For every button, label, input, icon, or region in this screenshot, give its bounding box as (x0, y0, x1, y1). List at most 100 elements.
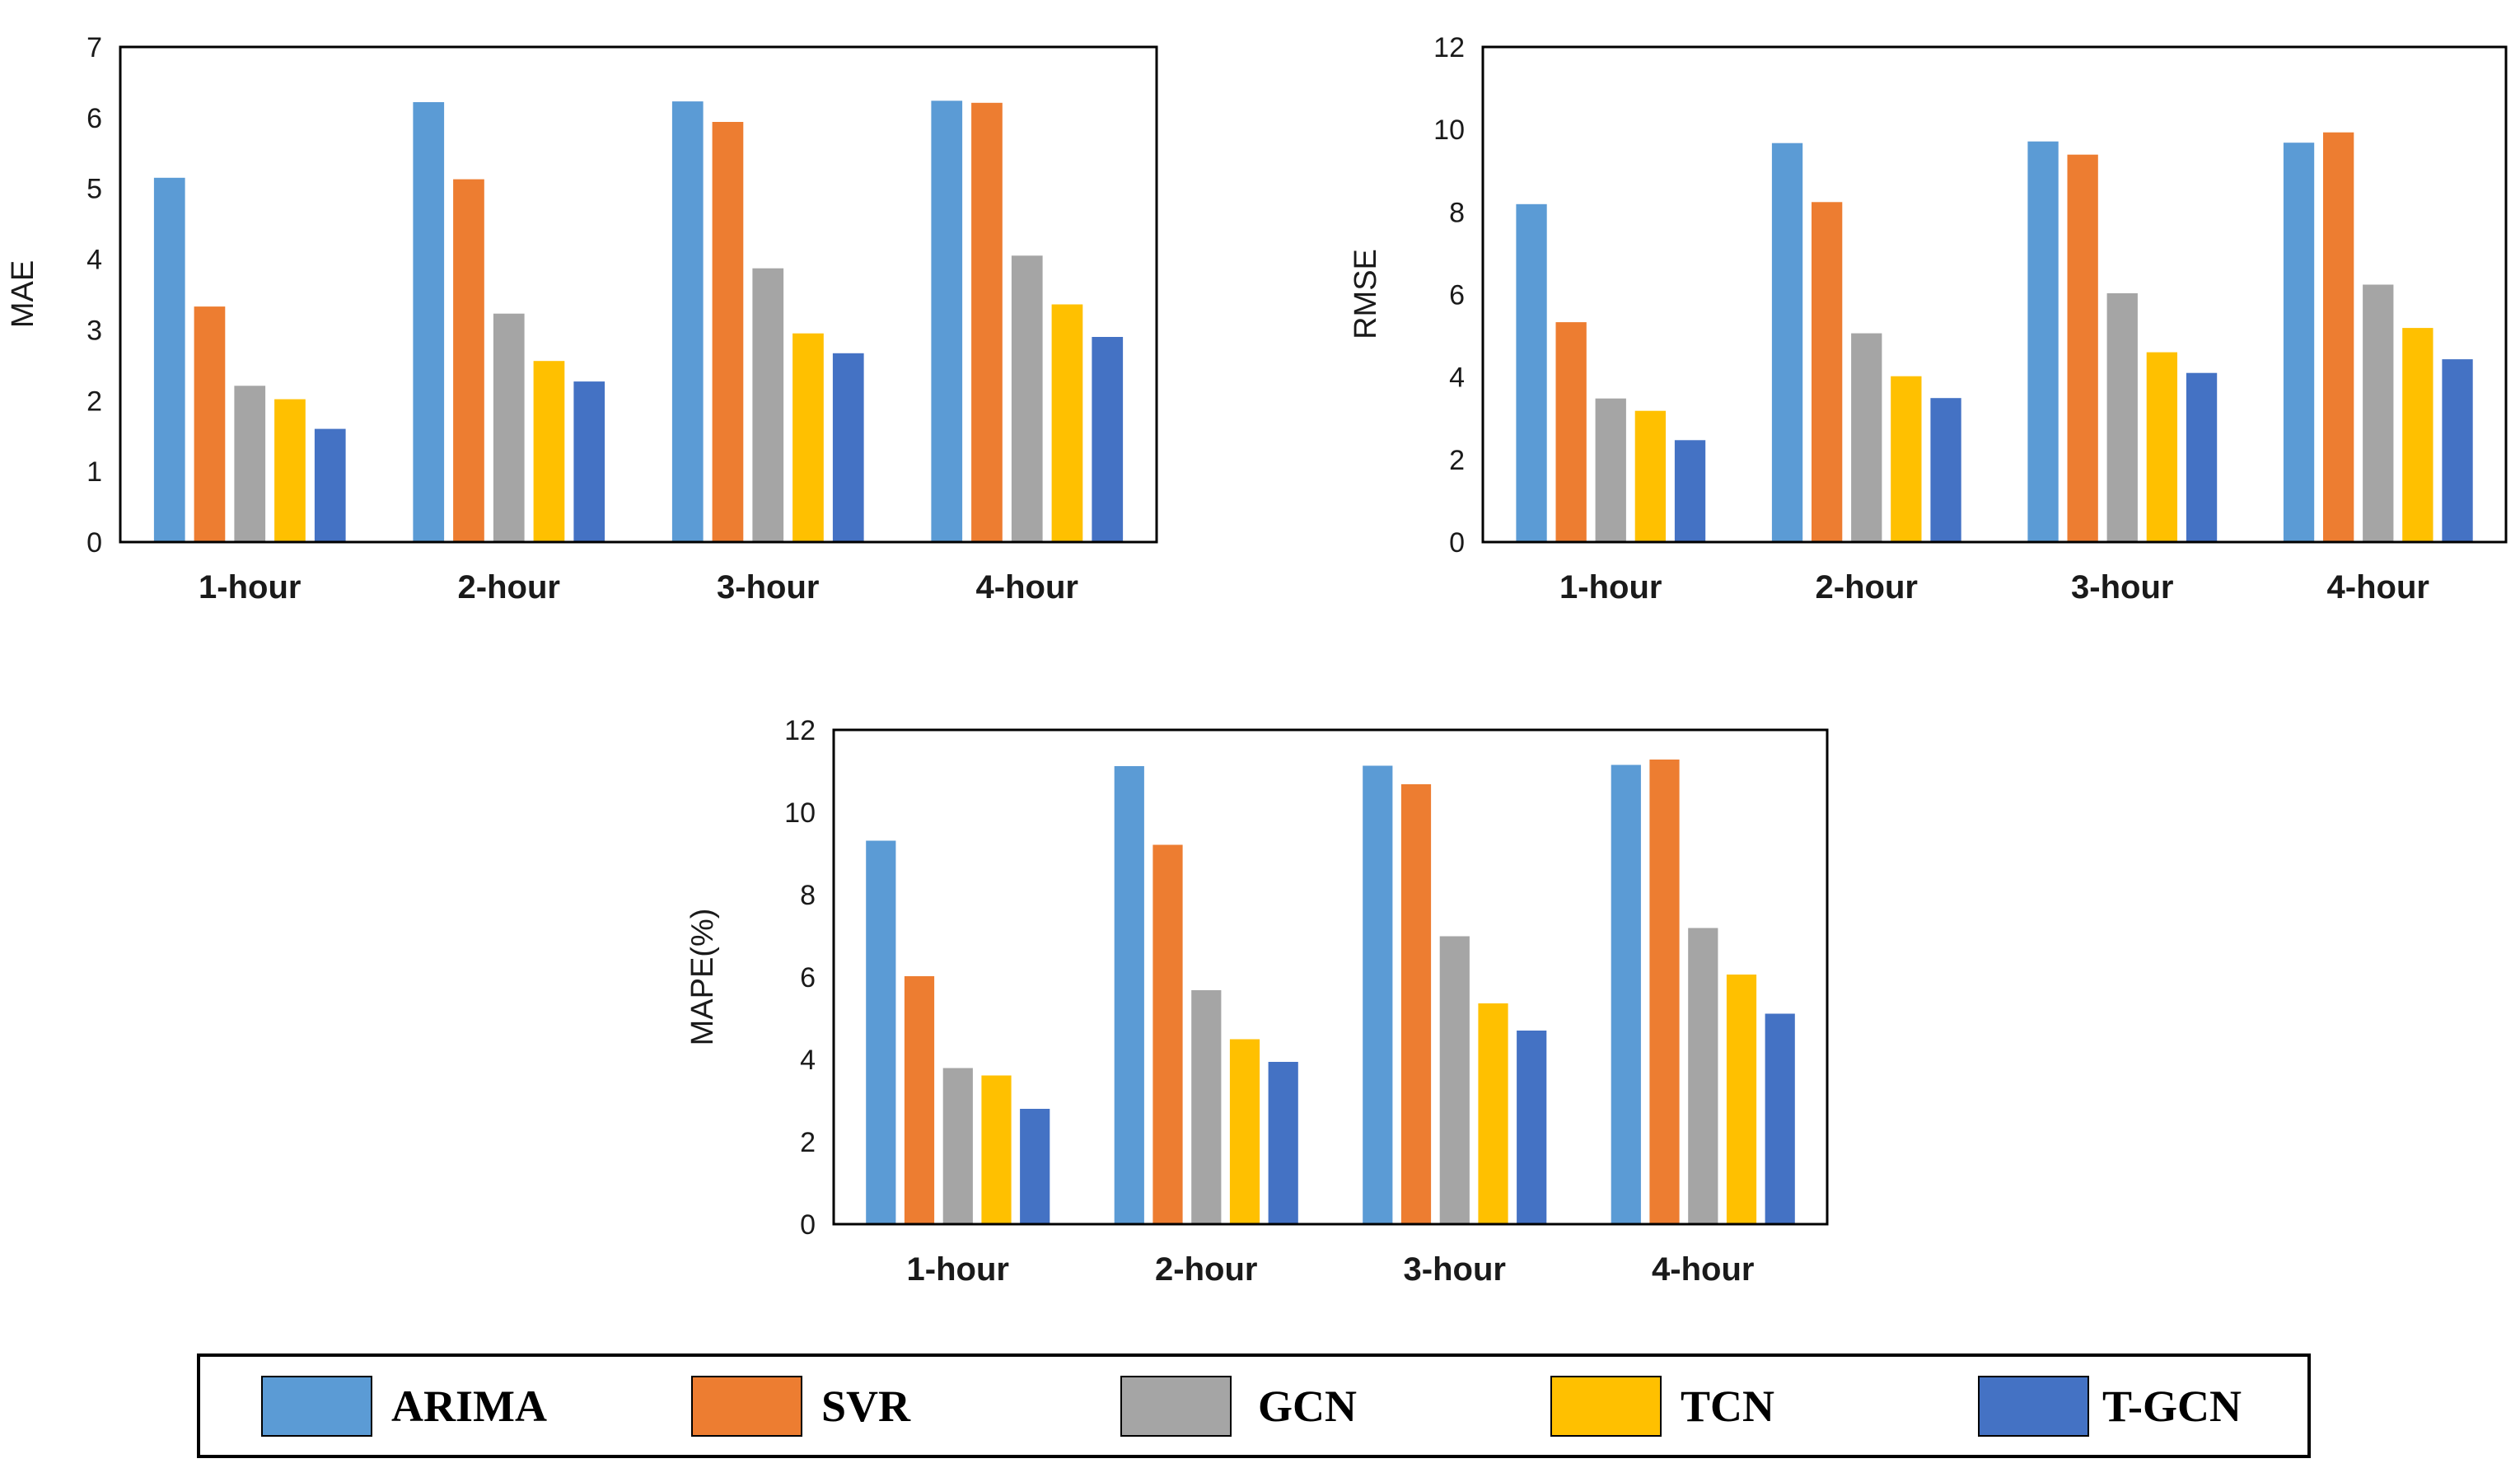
mae-ytick-label: 1 (86, 456, 102, 488)
mape-category-label: 2-hour (1155, 1251, 1257, 1288)
mae-bar-arima-3-hour (671, 101, 704, 543)
mape-bar-arima-1-hour (866, 840, 896, 1224)
mae-bar-gcn-1-hour (234, 386, 266, 542)
mape-bar-t-gcn-2-hour (1268, 1062, 1298, 1224)
legend-label-gcn: GCN (1258, 1382, 1357, 1431)
mae-bar-t-gcn-4-hour (1092, 337, 1124, 542)
rmse-bar-arima-1-hour (1516, 203, 1547, 543)
mape-ytick-label: 6 (800, 962, 816, 993)
mae-ytick-label: 0 (86, 527, 102, 559)
mae-bar-t-gcn-2-hour (573, 381, 605, 542)
mape-bar-gcn-1-hour (942, 1068, 973, 1224)
rmse-bar-svr-1-hour (1555, 322, 1587, 542)
rmse-category-label: 3-hour (2071, 569, 2173, 605)
mae-bar-svr-2-hour (453, 179, 484, 542)
mape-bar-tcn-2-hour (1229, 1039, 1260, 1224)
mae-bar-tcn-3-hour (792, 333, 824, 542)
rmse-bar-arima-3-hour (2027, 141, 2059, 542)
mae-ytick-label: 5 (86, 174, 102, 205)
rmse-category-label: 2-hour (1816, 569, 1918, 605)
mape-bar-tcn-1-hour (981, 1075, 1012, 1224)
rmse-bar-t-gcn-1-hour (1674, 440, 1706, 542)
legend-swatch-gcn (1120, 1376, 1232, 1437)
mae-bar-t-gcn-3-hour (832, 353, 864, 542)
legend-swatch-t-gcn (1978, 1376, 2089, 1437)
rmse-category-label: 4-hour (2327, 569, 2429, 605)
mape-bar-gcn-4-hour (1688, 928, 1718, 1224)
mape-bar-gcn-3-hour (1439, 936, 1470, 1224)
rmse-bar-svr-2-hour (1812, 202, 1843, 543)
legend-swatch-svr (691, 1376, 802, 1437)
mae-bar-t-gcn-1-hour (314, 428, 346, 542)
mae-category-label: 2-hour (458, 569, 560, 605)
mape-bar-svr-2-hour (1152, 844, 1183, 1224)
mae-category-label: 4-hour (976, 569, 1078, 605)
legend: ARIMA SVR GCN TCN T-GCN (197, 1353, 2311, 1458)
mape-bar-gcn-2-hour (1191, 990, 1222, 1224)
mae-bar-svr-4-hour (971, 102, 1003, 543)
rmse-bar-t-gcn-3-hour (2186, 372, 2218, 542)
rmse-bar-tcn-3-hour (2146, 352, 2177, 542)
mape-bar-tcn-4-hour (1726, 975, 1757, 1224)
legend-label-tcn: TCN (1681, 1382, 1774, 1431)
legend-box (197, 1353, 2311, 1458)
mae-bar-tcn-1-hour (274, 399, 306, 542)
rmse-bar-tcn-2-hour (1891, 376, 1922, 542)
rmse-bar-t-gcn-2-hour (1930, 398, 1961, 542)
rmse-bar-gcn-3-hour (2106, 293, 2138, 542)
rmse-ytick-label: 0 (1449, 527, 1465, 559)
mape-plot-frame (832, 728, 1829, 1226)
mape-ytick-label: 10 (784, 797, 816, 829)
mae-bar-svr-1-hour (194, 306, 226, 542)
legend-label-arima: ARIMA (391, 1382, 547, 1431)
chart-mae: 0 1 2 3 4 5 6 7 MAE 1-hour 2-hour 3-hour 4-hour (6, 32, 1158, 605)
mape-bar-arima-3-hour (1363, 765, 1393, 1224)
legend-label-t-gcn: T-GCN (2102, 1382, 2242, 1431)
mape-ytick-label: 8 (800, 880, 816, 911)
mape-bar-t-gcn-1-hour (1020, 1109, 1050, 1224)
rmse-bar-gcn-4-hour (2363, 284, 2394, 542)
mape-y-axis-label: MAPE(%) (685, 909, 720, 1046)
mape-category-label: 4-hour (1652, 1251, 1754, 1288)
rmse-y-axis-label: RMSE (1349, 249, 1383, 339)
rmse-ytick-label: 2 (1449, 445, 1465, 476)
rmse-bar-t-gcn-4-hour (2442, 359, 2473, 542)
mape-ytick-label: 4 (800, 1045, 816, 1076)
rmse-bar-tcn-4-hour (2402, 328, 2434, 542)
mae-bar-arima-4-hour (931, 101, 963, 543)
chart-mape: 0 2 4 6 8 10 12 MAPE(%) 1-hour 2-hour 3-hour 4-hour (685, 715, 1829, 1288)
mape-bar-svr-1-hour (904, 976, 935, 1224)
mae-y-axis-label: MAE (6, 260, 40, 328)
mape-bar-arima-2-hour (1114, 766, 1144, 1224)
rmse-bar-arima-4-hour (2283, 143, 2315, 542)
mae-bar-arima-2-hour (413, 102, 445, 542)
rmse-bar-tcn-1-hour (1634, 410, 1666, 542)
mae-ytick-label: 7 (86, 32, 102, 63)
mape-bar-t-gcn-4-hour (1765, 1013, 1795, 1224)
mape-bar-svr-3-hour (1400, 784, 1432, 1224)
rmse-category-label: 1-hour (1559, 569, 1662, 605)
mape-bar-svr-4-hour (1649, 760, 1680, 1224)
rmse-plot-frame (1481, 45, 2508, 544)
rmse-ytick-label: 6 (1449, 280, 1465, 311)
legend-swatch-arima (261, 1376, 372, 1437)
mape-bar-arima-4-hour (1611, 764, 1641, 1224)
legend-label-svr: SVR (821, 1382, 911, 1431)
mae-ytick-label: 6 (86, 103, 102, 134)
mae-bar-gcn-4-hour (1011, 255, 1043, 542)
rmse-bar-gcn-2-hour (1851, 333, 1882, 542)
mape-category-label: 1-hour (907, 1251, 1009, 1288)
mae-bar-tcn-4-hour (1051, 304, 1083, 542)
mape-ytick-label: 12 (784, 715, 816, 746)
rmse-ytick-label: 10 (1433, 115, 1465, 146)
rmse-ytick-label: 4 (1449, 362, 1465, 394)
rmse-ytick-label: 8 (1449, 197, 1465, 228)
legend-swatch-tcn (1550, 1376, 1662, 1437)
chart-rmse: 0 2 4 6 8 10 12 RMSE 1-hour 2-hour 3-hour 4-hour (1349, 32, 2508, 605)
rmse-bar-gcn-1-hour (1595, 398, 1626, 542)
mae-ytick-label: 3 (86, 315, 102, 346)
mae-bar-svr-3-hour (712, 122, 744, 542)
mape-category-label: 3-hour (1404, 1251, 1506, 1288)
rmse-bar-arima-2-hour (1771, 143, 1803, 542)
